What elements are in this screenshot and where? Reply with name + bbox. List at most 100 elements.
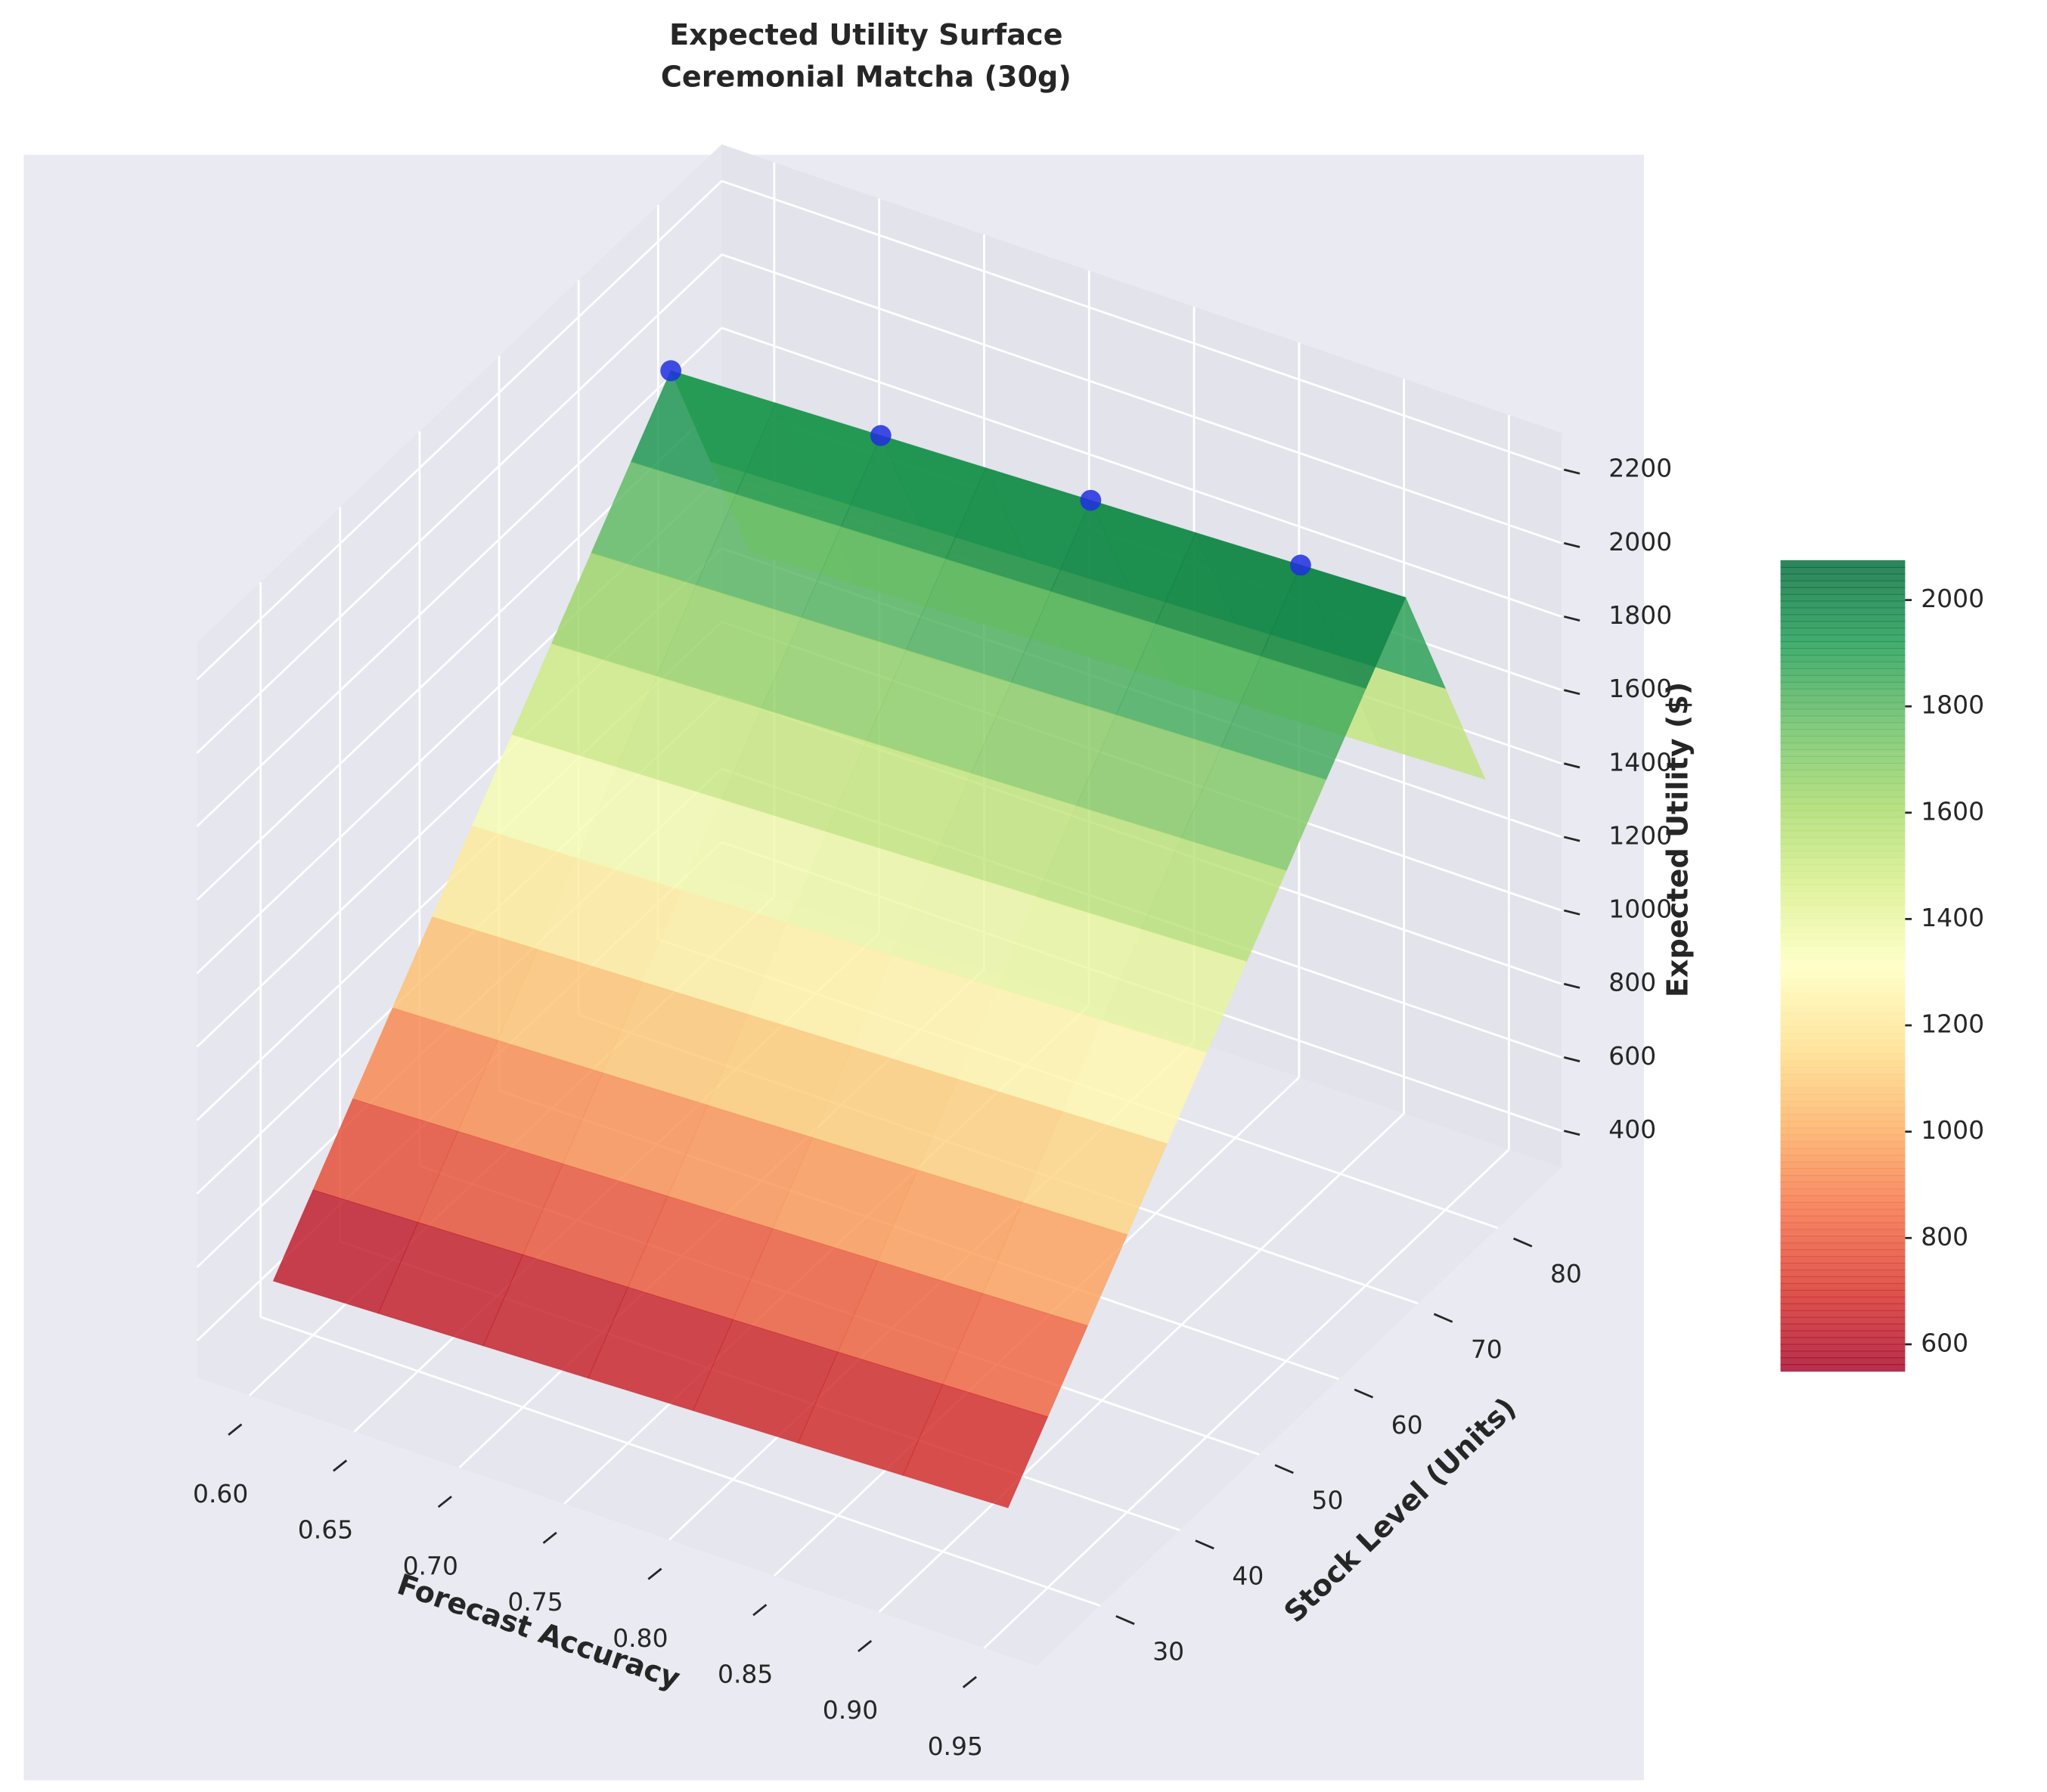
- grid-line: [260, 1316, 1101, 1607]
- colorbar-segment: [1780, 918, 1906, 926]
- optimal-point: [660, 360, 682, 382]
- colorbar-segment: [1780, 654, 1906, 662]
- y-tick-label: 70: [1471, 1335, 1503, 1364]
- colorbar-segment: [1780, 1100, 1906, 1108]
- colorbar-segment: [1780, 992, 1906, 1000]
- colorbar-segment: [1780, 1114, 1906, 1122]
- colorbar-segment: [1780, 965, 1906, 973]
- colorbar-segment: [1780, 972, 1906, 980]
- x-tick-label: 0.60: [193, 1479, 248, 1508]
- x-tick: [437, 1496, 452, 1508]
- z-axis-label: Expected Utility ($): [1661, 682, 1694, 997]
- colorbar-segment: [1780, 817, 1906, 825]
- z-tick-label: 800: [1608, 968, 1656, 997]
- colorbar-segment: [1780, 1242, 1906, 1251]
- grid-line: [983, 1149, 1510, 1649]
- colorbar-segment: [1780, 925, 1906, 933]
- z-tick-label: 600: [1608, 1041, 1656, 1071]
- colorbar-segment: [1780, 607, 1906, 615]
- z-tick: [1563, 982, 1580, 989]
- grid-line: [721, 327, 1562, 618]
- colorbar-segment: [1780, 810, 1906, 818]
- colorbar-segment: [1780, 580, 1906, 588]
- colorbar-segment: [1780, 566, 1906, 575]
- x-tick-label: 0.75: [507, 1587, 563, 1617]
- colorbar-segment: [1780, 978, 1906, 987]
- colorbar-segment: [1780, 1303, 1906, 1311]
- colorbar-segment: [1780, 1107, 1906, 1115]
- colorbar-segment: [1780, 1208, 1906, 1217]
- y-tick: [1115, 1615, 1135, 1626]
- x-tick-label: 0.85: [718, 1660, 773, 1689]
- colorbar-segment: [1780, 560, 1906, 568]
- colorbar-segment: [1780, 1134, 1906, 1142]
- grid-line: [196, 327, 723, 828]
- y-tick: [1195, 1539, 1214, 1550]
- y-tick: [1274, 1464, 1294, 1474]
- colorbar-segment: [1780, 877, 1906, 885]
- x-tick: [858, 1639, 873, 1653]
- colorbar-segment: [1780, 647, 1906, 656]
- colorbar-segment: [1780, 1087, 1906, 1095]
- colorbar-segment: [1780, 1323, 1906, 1332]
- grid-line: [878, 1112, 1405, 1613]
- colorbar-segment: [1780, 621, 1906, 629]
- colorbar-segment: [1780, 769, 1906, 777]
- colorbar-segment: [1780, 661, 1906, 669]
- colorbar-segment: [1780, 1060, 1906, 1068]
- y-tick-label: 80: [1550, 1259, 1582, 1288]
- colorbar-segment: [1780, 755, 1906, 764]
- y-tick: [1354, 1388, 1374, 1399]
- colorbar-segment: [1780, 1174, 1906, 1183]
- colorbar-segment: [1780, 1282, 1906, 1291]
- colorbar-segment: [1780, 1195, 1906, 1203]
- colorbar-segment: [1780, 1033, 1906, 1041]
- colorbar-segment: [1780, 830, 1906, 839]
- chart-subtitle: Ceremonial Matcha (30g): [661, 60, 1072, 94]
- colorbar-segment: [1780, 1168, 1906, 1176]
- y-tick-label: 30: [1152, 1636, 1184, 1666]
- x-tick-label: 0.90: [823, 1695, 878, 1725]
- x-tick-label: 0.65: [298, 1515, 353, 1545]
- colorbar-segment: [1780, 736, 1906, 744]
- colorbar-segment: [1780, 1188, 1906, 1196]
- z-tick-label: 1800: [1608, 600, 1672, 630]
- colorbar-segment: [1780, 1040, 1906, 1048]
- z-tick-label: 1000: [1608, 894, 1672, 924]
- colorbar-segment: [1780, 1316, 1906, 1325]
- colorbar-segment: [1780, 1215, 1906, 1223]
- colorbar-segment: [1780, 904, 1906, 913]
- colorbar-segment: [1780, 1249, 1906, 1257]
- z-tick: [1563, 689, 1580, 696]
- optimal-point: [1290, 554, 1311, 576]
- colorbar-segment: [1780, 857, 1906, 865]
- colorbar-segment: [1780, 674, 1906, 683]
- colorbar-segment: [1780, 1080, 1906, 1088]
- colorbar-segment: [1780, 749, 1906, 758]
- colorbar-tick-label: 1800: [1921, 690, 1984, 720]
- x-tick-label: 0.95: [928, 1732, 983, 1761]
- colorbar-segment: [1780, 1350, 1906, 1359]
- y-tick-label: 40: [1232, 1561, 1264, 1591]
- x-tick: [752, 1604, 768, 1617]
- colorbar-segment: [1780, 898, 1906, 906]
- colorbar-segment: [1780, 1026, 1906, 1034]
- z-tick-label: 2200: [1608, 454, 1672, 483]
- colorbar-segment: [1780, 1337, 1906, 1345]
- colorbar-segment: [1780, 1141, 1906, 1149]
- colorbar-segment: [1780, 708, 1906, 717]
- z-tick: [1563, 468, 1580, 475]
- z-tick: [1563, 762, 1580, 769]
- y-tick: [1433, 1313, 1453, 1323]
- colorbar-segment: [1780, 985, 1906, 994]
- colorbar-tick-label: 1600: [1921, 796, 1984, 826]
- colorbar-segment: [1780, 1093, 1906, 1102]
- colorbar-segment: [1780, 884, 1906, 892]
- z-tick: [1563, 541, 1580, 548]
- y-tick: [1512, 1237, 1533, 1248]
- colorbar-segment: [1780, 1344, 1906, 1352]
- colorbar-segment: [1780, 911, 1906, 919]
- colorbar-segment: [1780, 945, 1906, 953]
- colorbar-segment: [1780, 702, 1906, 710]
